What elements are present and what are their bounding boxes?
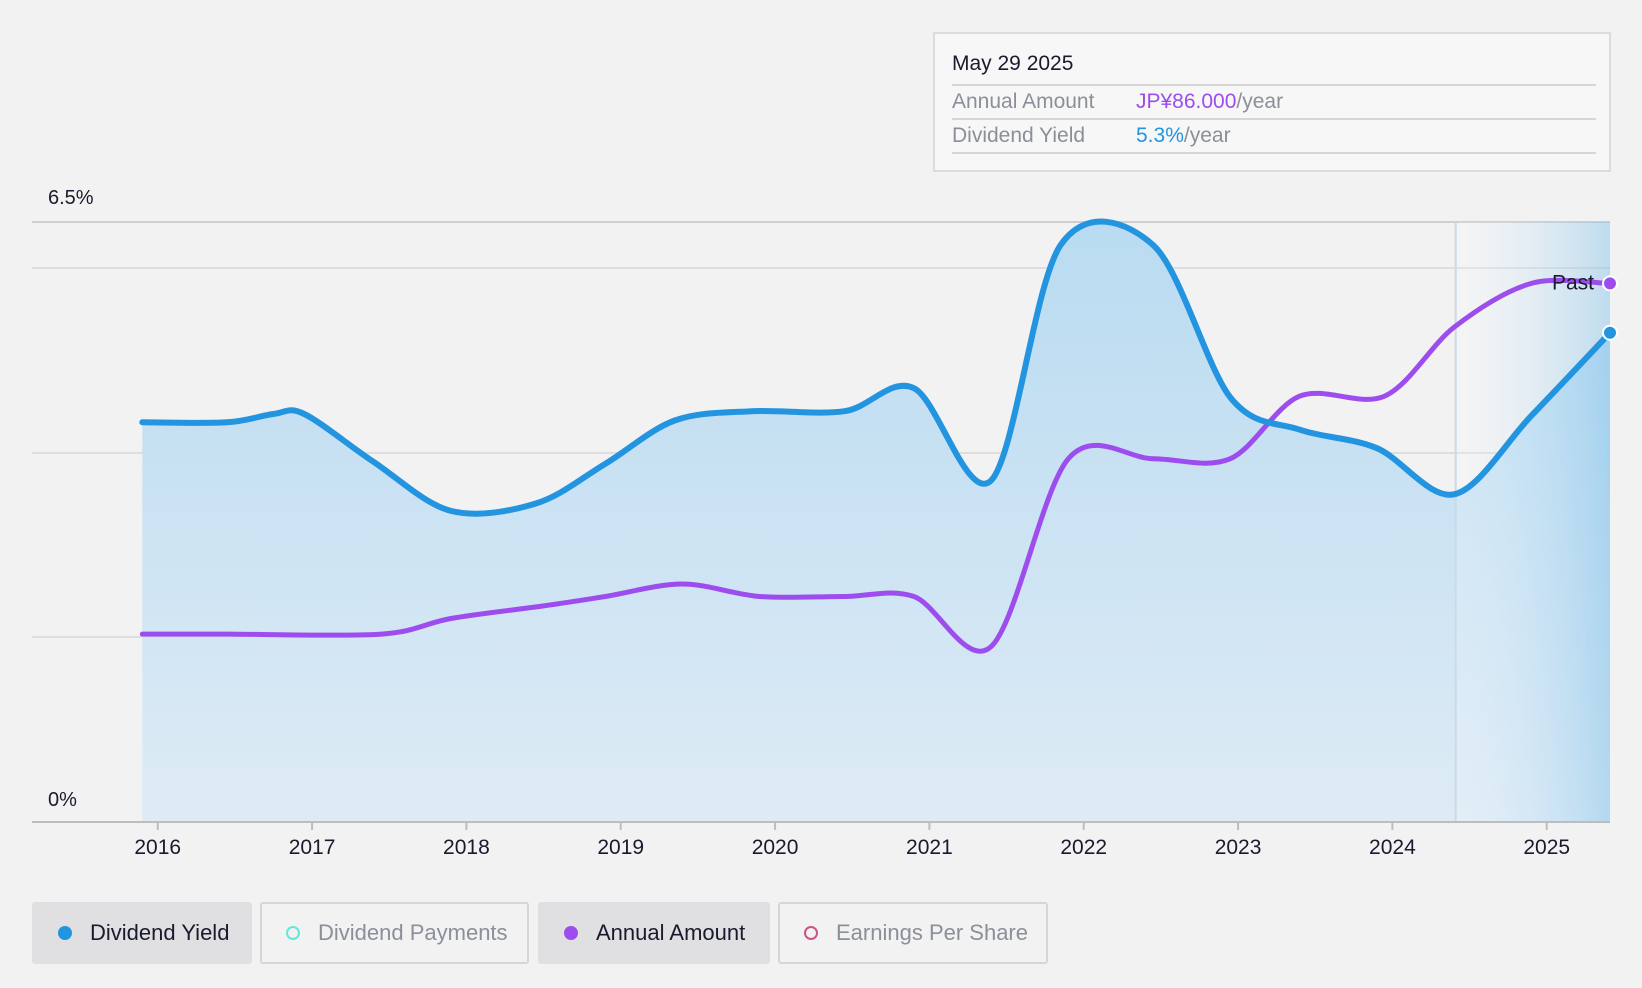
tooltip-yield-unit: /year: [1183, 124, 1231, 147]
x-tick-label: 2021: [906, 836, 953, 859]
chart-tooltip: May 29 2025 Annual Amount JP¥86.000/year…: [933, 32, 1611, 172]
x-tick-label: 2018: [443, 836, 490, 859]
annual-amount-line[interactable]: [139, 277, 1613, 654]
tooltip-yield-label: Dividend Yield: [952, 124, 1086, 147]
tooltip-annual-value: JP¥86.000: [1136, 90, 1237, 113]
legend-dividend-payments-label: Dividend Payments: [318, 920, 508, 945]
annual-amount-end-marker: [1602, 275, 1618, 292]
earnings-per-share-dot-icon: [804, 926, 818, 940]
x-tick-label: 2019: [597, 836, 644, 859]
dividend-payments-dot-icon: [286, 926, 300, 940]
past-region-shade: [1455, 222, 1610, 822]
x-tick-label: 2022: [1060, 836, 1107, 859]
tooltip-annual-row: Annual Amount JP¥86.000/year: [952, 84, 1596, 118]
x-tick-label: 2023: [1215, 836, 1262, 859]
x-tick-label: 2016: [134, 836, 181, 859]
tooltip-yield-value: 5.3%: [1136, 124, 1184, 147]
tooltip-date: May 29 2025: [952, 52, 1074, 75]
legend-dividend-yield[interactable]: Dividend Yield: [32, 902, 252, 964]
x-tick-label: 2024: [1369, 836, 1416, 859]
legend-annual-amount[interactable]: Annual Amount: [538, 902, 770, 964]
legend-earnings-per-share-label: Earnings Per Share: [836, 920, 1028, 945]
tooltip-annual-unit: /year: [1236, 90, 1284, 113]
legend-dividend-payments[interactable]: Dividend Payments: [260, 902, 529, 964]
dividend-yield-end-marker: [1602, 324, 1618, 341]
x-axis: 2016 2017 2018 2019 2020 2021 2022 2023 2024 2025: [32, 821, 1610, 859]
tooltip-annual-value-wrap: JP¥86.000/year: [1136, 90, 1283, 114]
dividend-yield-area: [142, 221, 1610, 823]
legend-dividend-yield-label: Dividend Yield: [90, 920, 230, 945]
dividend-yield-dot-icon: [58, 926, 72, 940]
annual-amount-dot-icon: [564, 926, 578, 940]
x-tick-label: 2017: [289, 836, 336, 859]
y-axis-top-label: 6.5%: [48, 187, 94, 209]
x-tick-label: 2020: [752, 836, 799, 859]
legend-annual-amount-label: Annual Amount: [596, 920, 746, 945]
dividend-yield-line[interactable]: [139, 218, 1613, 517]
legend-earnings-per-share[interactable]: Earnings Per Share: [778, 902, 1048, 964]
tooltip-annual-label: Annual Amount: [952, 90, 1095, 113]
tooltip-yield-row: Dividend Yield 5.3%/year: [952, 118, 1596, 154]
past-label: Past: [1552, 271, 1594, 294]
y-axis-bottom-label: 0%: [48, 789, 77, 811]
x-tick-label: 2025: [1523, 836, 1570, 859]
tooltip-yield-value-wrap: 5.3%/year: [1136, 124, 1231, 148]
